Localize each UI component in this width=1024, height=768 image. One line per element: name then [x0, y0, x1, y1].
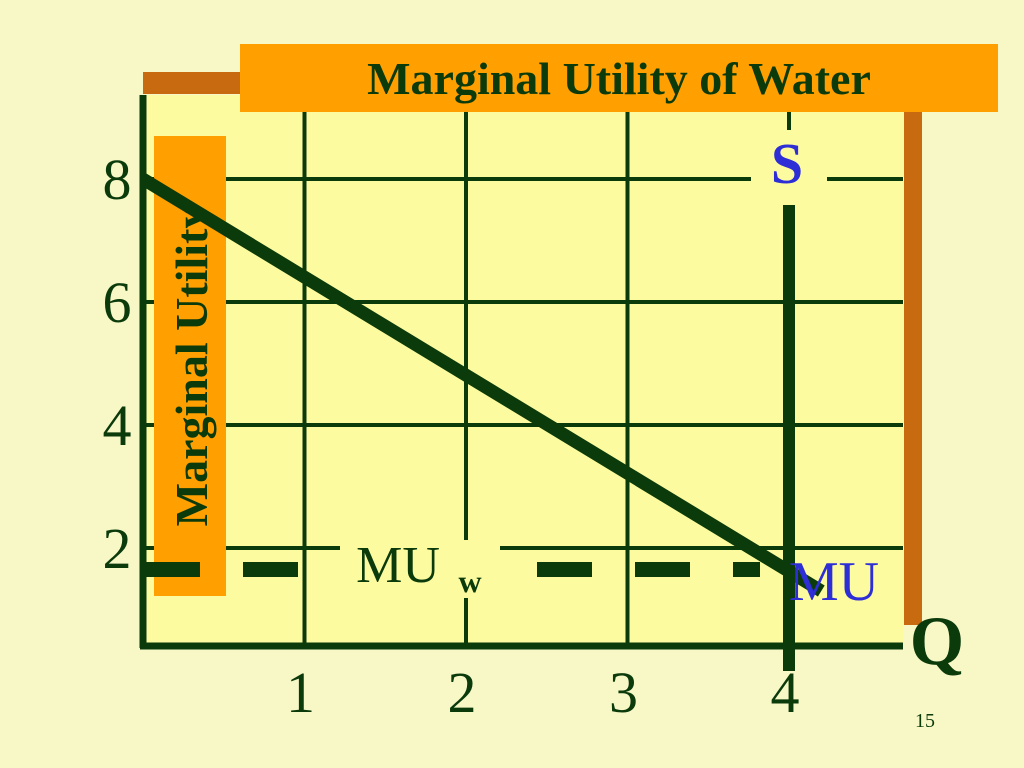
- y-tick-label: 8: [103, 147, 132, 212]
- mu-curve-label: MU: [789, 551, 879, 613]
- muw-label-bg: [340, 540, 500, 598]
- muw-subscript: w: [458, 563, 481, 599]
- marginal-utility-line: [139, 173, 825, 597]
- supply-label: S: [771, 131, 803, 196]
- slide-number: 15: [915, 710, 935, 732]
- supply-label-bg: [751, 130, 827, 205]
- frame-shadow-right: [904, 110, 922, 625]
- x-tick-label: 2: [448, 660, 477, 725]
- chart-marks: S MU MU w: [139, 130, 879, 671]
- title-box: [240, 44, 998, 112]
- y-tick-label: 2: [103, 516, 132, 581]
- y-tick-label: 4: [103, 393, 132, 458]
- x-tick-label: 1: [286, 660, 315, 725]
- frame-shadow-top: [143, 72, 263, 94]
- y-tick-label: 6: [103, 270, 132, 335]
- x-tick-label: 3: [609, 660, 638, 725]
- muw-label: MU: [356, 537, 440, 594]
- y-axis-label: Marginal Utility: [166, 206, 217, 527]
- chart-title: Marginal Utility of Water: [367, 53, 871, 104]
- x-axis-label: Q: [910, 603, 964, 680]
